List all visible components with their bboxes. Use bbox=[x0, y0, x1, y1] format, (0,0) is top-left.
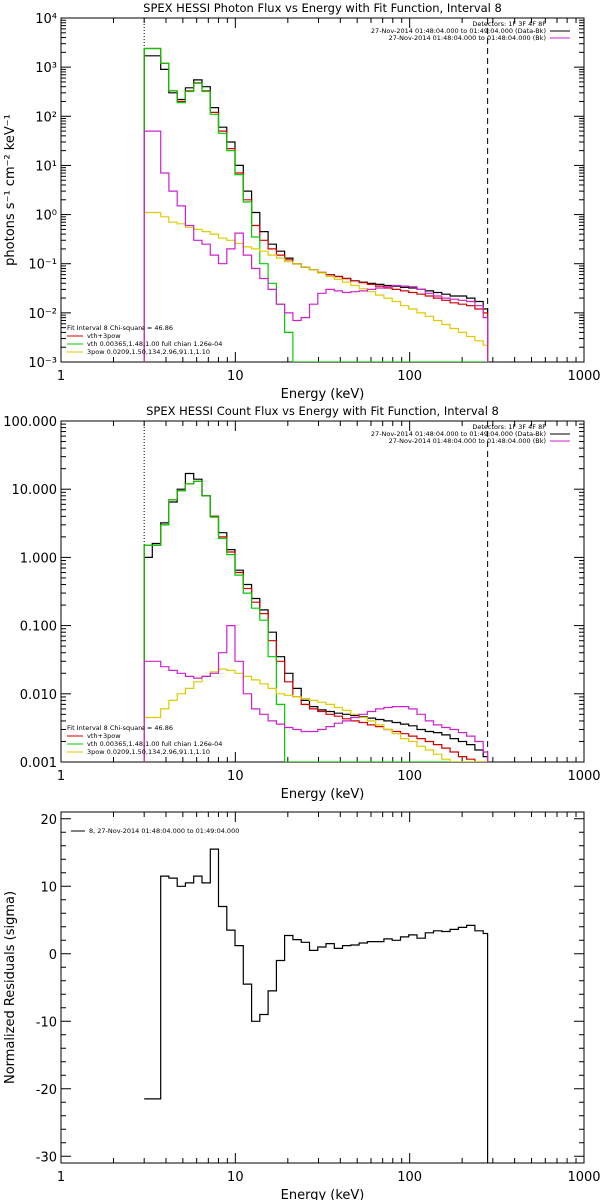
legend-bottom-text: 3pow 0.0209,1.50,134,2.96,91.1,1.10 bbox=[87, 748, 210, 756]
y-tick-label: 10⁴ bbox=[35, 12, 57, 27]
series-line-3pow bbox=[143, 668, 488, 762]
x-tick-label: 10 bbox=[227, 769, 244, 784]
chart-title: SPEX HESSI Photon Flux vs Energy with Fi… bbox=[143, 1, 502, 15]
x-tick-label: 1000 bbox=[567, 369, 600, 384]
legend-bottom-text: vth 0.00365,1.48,1.00 full chian 1.26e-0… bbox=[87, 740, 222, 748]
legend-top-text: 27-Nov-2014 01:48:04.000 to 01:48:04.000… bbox=[389, 437, 546, 445]
x-tick-label: 1 bbox=[57, 769, 65, 784]
chart-2: 1 10 100 1000 0.001 0.010 0.100 1.000 10.000 100.… bbox=[3, 404, 600, 802]
legend-bottom-text: 3pow 0.0209,1.50,134,2.96,91.1,1.10 bbox=[87, 348, 210, 356]
y-tick-label: -30 bbox=[36, 1150, 57, 1165]
y-tick-label: 1.000 bbox=[20, 551, 57, 566]
series-line-vth bbox=[143, 480, 488, 762]
legend-top-text: Detectors: 1F 3F 4F 8F bbox=[472, 20, 546, 28]
x-tick-label: 100 bbox=[397, 369, 422, 384]
x-tick-label: 1000 bbox=[567, 769, 600, 784]
chart-3: 1 10 100 1000 -30 -20 -10 0 10 20 Energy (keV) Norm… bbox=[3, 811, 600, 1203]
x-tick-label: 1 bbox=[57, 1170, 65, 1185]
y-tick-label: 100.000 bbox=[3, 415, 57, 430]
series-line-vth3pow bbox=[143, 480, 488, 762]
y-tick-label: 10⁻³ bbox=[28, 356, 57, 371]
legend-bottom-header: Fit Interval 8 Chi-square = 46.86 bbox=[67, 724, 173, 732]
y-tick-label: 10¹ bbox=[35, 159, 57, 174]
y-tick-label: 10.000 bbox=[12, 483, 58, 498]
y-tick-label: 10³ bbox=[35, 61, 57, 76]
legend-top-text: Detectors: 1F 3F 4F 8F bbox=[472, 423, 546, 431]
x-axis-label: Energy (keV) bbox=[281, 1188, 365, 1200]
x-tick-label: 1 bbox=[57, 369, 65, 384]
series-group bbox=[144, 848, 489, 1163]
chart-1: 1 10 100 1000 10⁻³ 10⁻² 10⁻¹ 10⁰ 10¹ 10² 10³ 10⁴ SPE… bbox=[3, 1, 600, 402]
legend-top-text: 27-Nov-2014 01:48:04.000 to 01:49:04.000… bbox=[371, 27, 546, 35]
y-tick-label: 20 bbox=[40, 813, 57, 828]
legend-top-text: 27-Nov-2014 01:48:04.000 to 01:49:04.000… bbox=[371, 430, 546, 438]
series-line-vth bbox=[143, 47, 488, 362]
y-tick-label: 10⁰ bbox=[35, 209, 57, 224]
y-tick-label: 0.010 bbox=[20, 688, 57, 703]
legend-bottom-header: Fit Interval 8 Chi-square = 46.86 bbox=[67, 324, 173, 332]
x-tick-label: 1000 bbox=[567, 1170, 600, 1185]
y-tick-label: 0.100 bbox=[20, 620, 57, 635]
series-group bbox=[143, 472, 489, 762]
y-tick-label: 10⁻² bbox=[28, 307, 57, 322]
plot-frame bbox=[60, 811, 585, 1164]
x-tick-label: 10 bbox=[227, 369, 244, 384]
series-line-databk bbox=[143, 472, 489, 762]
series-line-vth3pow bbox=[143, 47, 489, 362]
series-group bbox=[143, 47, 489, 362]
y-tick-label: 0.001 bbox=[20, 756, 57, 771]
y-tick-label: 10 bbox=[40, 880, 57, 895]
y-tick-label: -10 bbox=[36, 1015, 57, 1030]
legend-top-text: 27-Nov-2014 01:48:04.000 to 01:48:04.000… bbox=[389, 34, 546, 42]
plot-frame bbox=[60, 17, 585, 363]
legend-bottom-text: vth+3pow bbox=[87, 732, 121, 740]
y-tick-label: -20 bbox=[36, 1083, 57, 1098]
y-tick-label: 10² bbox=[35, 110, 57, 125]
series-line-databk bbox=[143, 55, 489, 362]
x-axis-label: Energy (keV) bbox=[281, 387, 365, 402]
legend-bottom-text: vth+3pow bbox=[87, 332, 121, 340]
x-axis-label: Energy (keV) bbox=[281, 787, 365, 802]
x-tick-label: 100 bbox=[397, 769, 422, 784]
y-axis-label: Normalized Residuals (sigma) bbox=[3, 891, 18, 1084]
series-line-3pow bbox=[143, 211, 489, 362]
series-line-bk bbox=[143, 130, 489, 362]
chart-title: SPEX HESSI Count Flux vs Energy with Fit… bbox=[146, 404, 499, 418]
legend-text: 8, 27-Nov-2014 01:48:04.000 to 01:49:04.… bbox=[89, 827, 239, 835]
y-tick-label: 10⁻¹ bbox=[28, 258, 57, 273]
plot-frame bbox=[60, 420, 585, 763]
x-tick-label: 100 bbox=[397, 1170, 422, 1185]
y-axis-label: photons s⁻¹ cm⁻² keV⁻¹ bbox=[3, 114, 18, 266]
legend-bottom-text: vth 0.00365,1.48,1.00 full chian 1.26e-0… bbox=[87, 340, 222, 348]
y-tick-label: 0 bbox=[49, 948, 57, 963]
series-line-8 bbox=[144, 848, 489, 1163]
x-tick-label: 10 bbox=[227, 1170, 244, 1185]
series-line-bk bbox=[143, 625, 489, 762]
